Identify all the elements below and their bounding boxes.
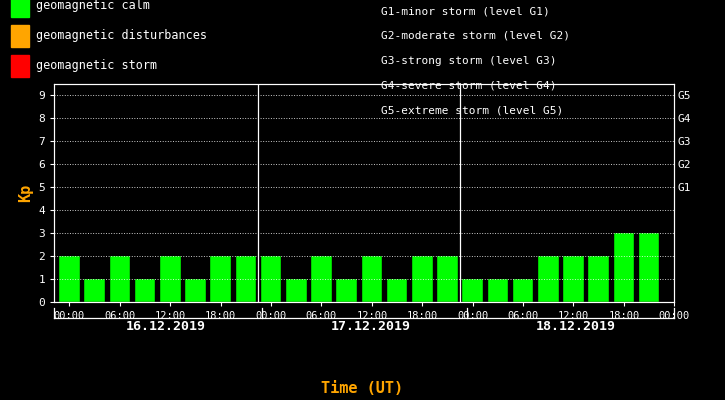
Bar: [386, 279, 407, 302]
Text: geomagnetic calm: geomagnetic calm: [36, 0, 150, 12]
Text: G4-severe storm (level G4): G4-severe storm (level G4): [381, 80, 556, 90]
Text: 16.12.2019: 16.12.2019: [126, 320, 206, 333]
Bar: [487, 279, 508, 302]
Bar: [362, 256, 382, 302]
Bar: [160, 256, 181, 302]
Text: 18.12.2019: 18.12.2019: [536, 320, 616, 333]
Bar: [236, 256, 256, 302]
Bar: [437, 256, 457, 302]
Text: G3-strong storm (level G3): G3-strong storm (level G3): [381, 56, 556, 66]
Text: G5-extreme storm (level G5): G5-extreme storm (level G5): [381, 105, 563, 115]
Bar: [84, 279, 105, 302]
Bar: [613, 233, 634, 302]
Bar: [588, 256, 609, 302]
Text: 17.12.2019: 17.12.2019: [331, 320, 411, 333]
Bar: [109, 256, 130, 302]
Text: G1-minor storm (level G1): G1-minor storm (level G1): [381, 6, 550, 16]
Bar: [311, 256, 332, 302]
Bar: [135, 279, 155, 302]
Text: geomagnetic storm: geomagnetic storm: [36, 60, 157, 72]
Bar: [185, 279, 206, 302]
Bar: [463, 279, 483, 302]
Bar: [563, 256, 584, 302]
Text: G2-moderate storm (level G2): G2-moderate storm (level G2): [381, 31, 570, 41]
Text: geomagnetic disturbances: geomagnetic disturbances: [36, 30, 207, 42]
Bar: [336, 279, 357, 302]
Bar: [538, 256, 558, 302]
Bar: [286, 279, 307, 302]
Text: Time (UT): Time (UT): [321, 381, 404, 396]
Bar: [513, 279, 534, 302]
Bar: [639, 233, 659, 302]
Bar: [412, 256, 433, 302]
Bar: [210, 256, 231, 302]
Bar: [261, 256, 281, 302]
Bar: [59, 256, 80, 302]
Y-axis label: Kp: Kp: [18, 184, 33, 202]
